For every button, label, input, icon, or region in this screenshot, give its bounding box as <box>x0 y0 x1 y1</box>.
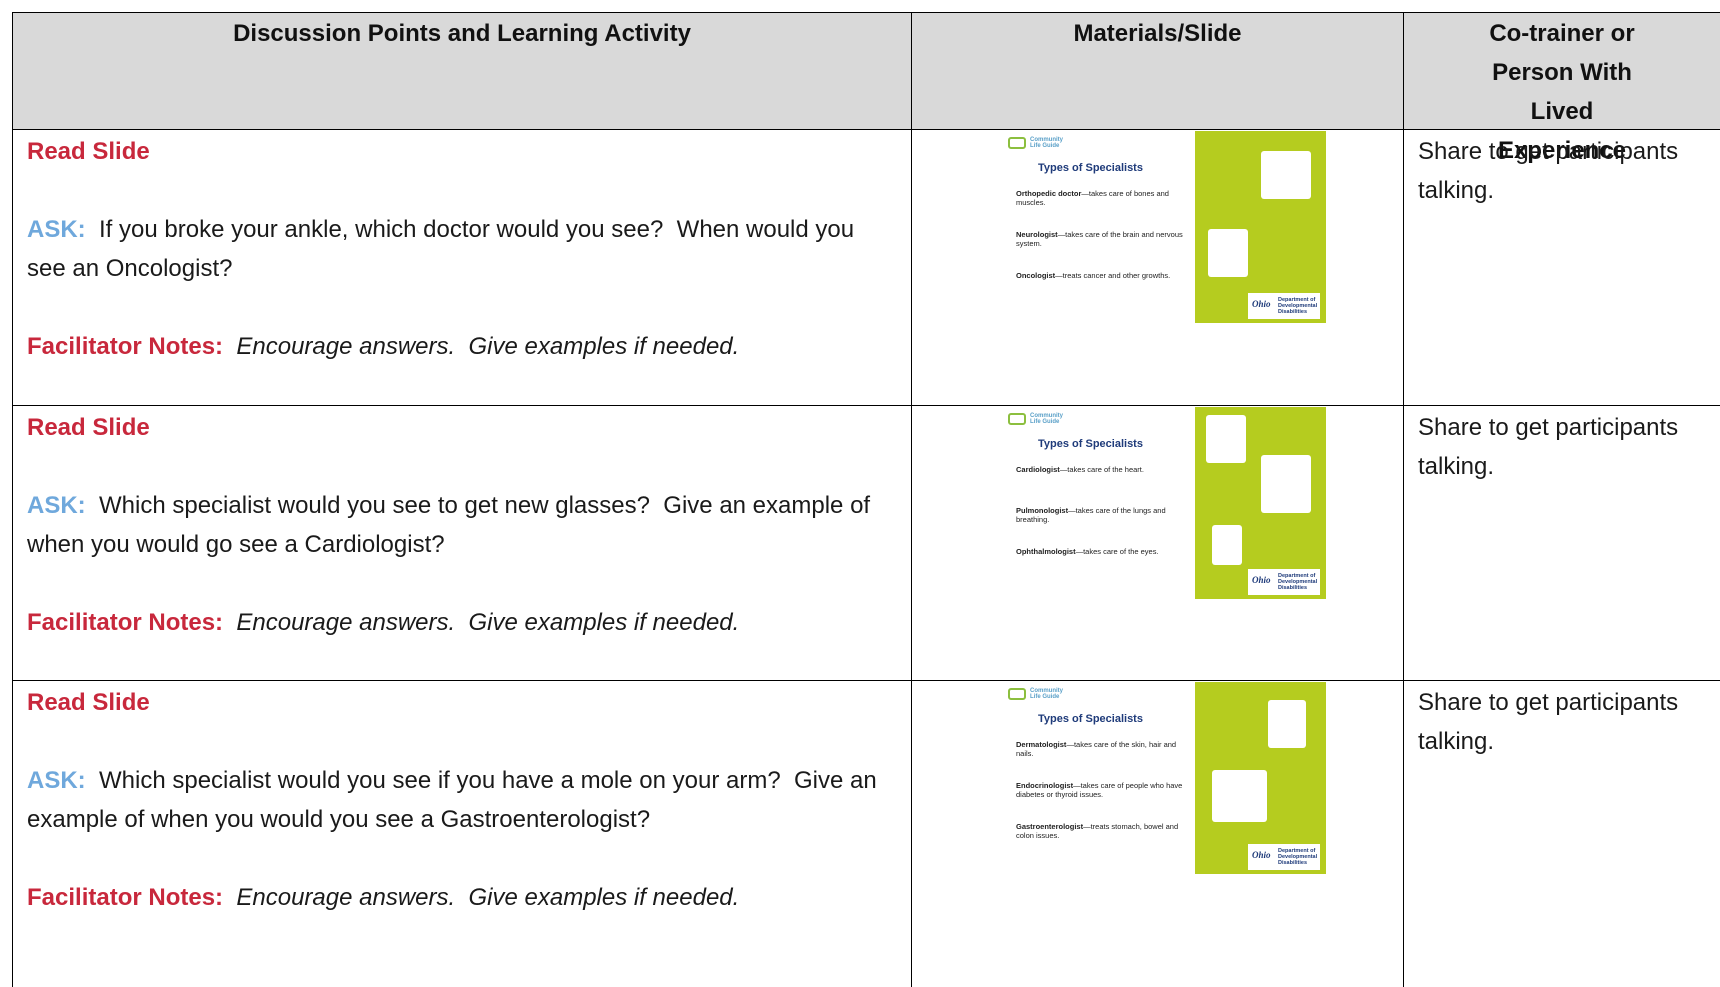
slide-item: Dermatologist—takes care of the skin, ha… <box>1016 740 1191 758</box>
slide-item-term: Neurologist <box>1016 230 1058 239</box>
ask-label: ASK: <box>27 767 86 794</box>
header-cell: Materials/Slide <box>911 12 1403 129</box>
slide-item: Neurologist—takes care of the brain and … <box>1016 230 1191 248</box>
slide-illustration <box>1212 525 1242 565</box>
slide-item: Endocrinologist—takes care of people who… <box>1016 781 1191 799</box>
read-slide: Read Slide <box>27 132 897 171</box>
slide-agency-name: Department of Developmental Disabilities <box>1278 573 1318 591</box>
trainer-text: Share to get participants talking. <box>1418 138 1685 204</box>
discussion-cell: Read Slide ASK: If you broke your ankle, … <box>12 129 911 405</box>
slide-title: Types of Specialists <box>1038 162 1143 174</box>
trainer-cell: Share to get participants talking. <box>1403 405 1720 680</box>
slide-logo: Community Life Guide <box>1008 688 1070 700</box>
slide-agency: Ohio Department of Developmental Disabili… <box>1248 844 1320 870</box>
slide-item-term: Oncologist <box>1016 271 1056 280</box>
slide-illustration <box>1206 415 1246 463</box>
notes-label: Facilitator Notes: <box>27 333 224 360</box>
slide-title: Types of Specialists <box>1038 438 1143 450</box>
slide-item-term: Pulmonologist <box>1016 506 1069 515</box>
ask: ASK: Which specialist would you see if y… <box>27 761 897 839</box>
header-text: Discussion Points and Learning Activity <box>233 20 691 47</box>
header-cell: Co-trainer or Person With Lived Experien… <box>1403 12 1720 164</box>
facilitator-notes: Facilitator Notes: Encourage answers. Gi… <box>27 327 897 366</box>
ask: ASK: If you broke your ankle, which doct… <box>27 210 897 288</box>
read-label: Read Slide <box>27 689 150 716</box>
ask-label: ASK: <box>27 216 86 243</box>
slide-item-term: Gastroenterologist <box>1016 822 1084 831</box>
ask-label: ASK: <box>27 492 86 519</box>
materials-cell: Community Life Guide Types of Specialists… <box>911 405 1403 680</box>
materials-cell: Community Life Guide Types of Specialists… <box>911 680 1403 987</box>
discussion-cell: Read Slide ASK: Which specialist would yo… <box>12 405 911 680</box>
slide-state: Ohio <box>1252 850 1271 860</box>
slide-thumbnail: Community Life Guide Types of Specialists… <box>986 131 1326 323</box>
read-slide: Read Slide <box>27 683 897 722</box>
facilitator-notes: Facilitator Notes: Encourage answers. Gi… <box>27 603 897 642</box>
slide-title: Types of Specialists <box>1038 713 1143 725</box>
materials-cell: Community Life Guide Types of Specialists… <box>911 129 1403 405</box>
trainer-cell: Share to get participants talking. <box>1403 680 1720 987</box>
notes-text: Encourage answers. Give examples if need… <box>223 333 740 360</box>
notes-text: Encourage answers. Give examples if need… <box>223 609 740 636</box>
slide-illustration <box>1268 700 1306 748</box>
slide-item-term: Cardiologist <box>1016 465 1060 474</box>
slide-state: Ohio <box>1252 299 1271 309</box>
slide-agency: Ohio Department of Developmental Disabili… <box>1248 293 1320 319</box>
facilitator-notes: Facilitator Notes: Encourage answers. Gi… <box>27 878 897 917</box>
slide-illustration <box>1261 151 1311 199</box>
slide-item: Pulmonologist—takes care of the lungs an… <box>1016 506 1191 524</box>
slide-item-term: Orthopedic doctor <box>1016 189 1082 198</box>
slide-thumbnail: Community Life Guide Types of Specialists… <box>986 407 1326 599</box>
read-slide: Read Slide <box>27 408 897 447</box>
slide-item-desc: —treats cancer and other growths. <box>1055 271 1171 280</box>
slide-item-desc: —takes care of the lungs and breathing. <box>1016 506 1166 524</box>
notes-label: Facilitator Notes: <box>27 884 224 911</box>
slide-item-desc: —takes care of the brain and nervous sys… <box>1016 230 1183 248</box>
slide-item: Orthopedic doctor—takes care of bones an… <box>1016 189 1191 207</box>
trainer-text: Share to get participants talking. <box>1418 689 1685 755</box>
slide-logo: Community Life Guide <box>1008 137 1070 149</box>
slide-item: Oncologist—treats cancer and other growt… <box>1016 271 1191 280</box>
slide-agency-name: Department of Developmental Disabilities <box>1278 297 1318 315</box>
discussion-cell: Read Slide ASK: Which specialist would yo… <box>12 680 911 987</box>
notes-label: Facilitator Notes: <box>27 609 224 636</box>
slide-item-term: Endocrinologist <box>1016 781 1074 790</box>
slide-item-term: Ophthalmologist <box>1016 547 1076 556</box>
slide-illustration <box>1208 229 1248 277</box>
ask: ASK: Which specialist would you see to g… <box>27 486 897 564</box>
slide-item-desc: —takes care of the skin, hair and nails. <box>1016 740 1177 758</box>
slide-item-desc: —takes care of the eyes. <box>1075 547 1159 556</box>
slide-state: Ohio <box>1252 575 1271 585</box>
slide-item-term: Dermatologist <box>1016 740 1067 749</box>
notes-text: Encourage answers. Give examples if need… <box>223 884 740 911</box>
slide-item-desc: —takes care of bones and muscles. <box>1016 189 1169 207</box>
slide-item: Cardiologist—takes care of the heart. <box>1016 465 1191 474</box>
slide-thumbnail: Community Life Guide Types of Specialists… <box>986 682 1326 874</box>
ask-text: Which specialist would you see if you ha… <box>27 767 884 833</box>
slide-item: Gastroenterologist—treats stomach, bowel… <box>1016 822 1191 840</box>
slide-agency: Ohio Department of Developmental Disabili… <box>1248 569 1320 595</box>
slide-item-desc: —takes care of the heart. <box>1059 465 1144 474</box>
header-cell: Discussion Points and Learning Activity <box>12 12 911 129</box>
slide-agency-name: Department of Developmental Disabilities <box>1278 848 1318 866</box>
slide-item-desc: —treats stomach, bowel and colon issues. <box>1016 822 1179 840</box>
trainer-text: Share to get participants talking. <box>1418 414 1685 480</box>
slide-item: Ophthalmologist—takes care of the eyes. <box>1016 547 1191 556</box>
header-text: Co-trainer or Person With Lived Experien… <box>1489 20 1635 164</box>
slide-logo: Community Life Guide <box>1008 413 1070 425</box>
trainer-cell: Share to get participants talking. <box>1403 129 1720 405</box>
read-label: Read Slide <box>27 414 150 441</box>
slide-illustration <box>1212 770 1267 822</box>
slide-illustration <box>1261 455 1311 513</box>
read-label: Read Slide <box>27 138 150 165</box>
ask-text: Which specialist would you see to get ne… <box>27 492 877 558</box>
header-text: Materials/Slide <box>1073 20 1242 47</box>
slide-item-desc: —takes care of people who have diabetes … <box>1016 781 1183 799</box>
ask-text: If you broke your ankle, which doctor wo… <box>27 216 861 282</box>
